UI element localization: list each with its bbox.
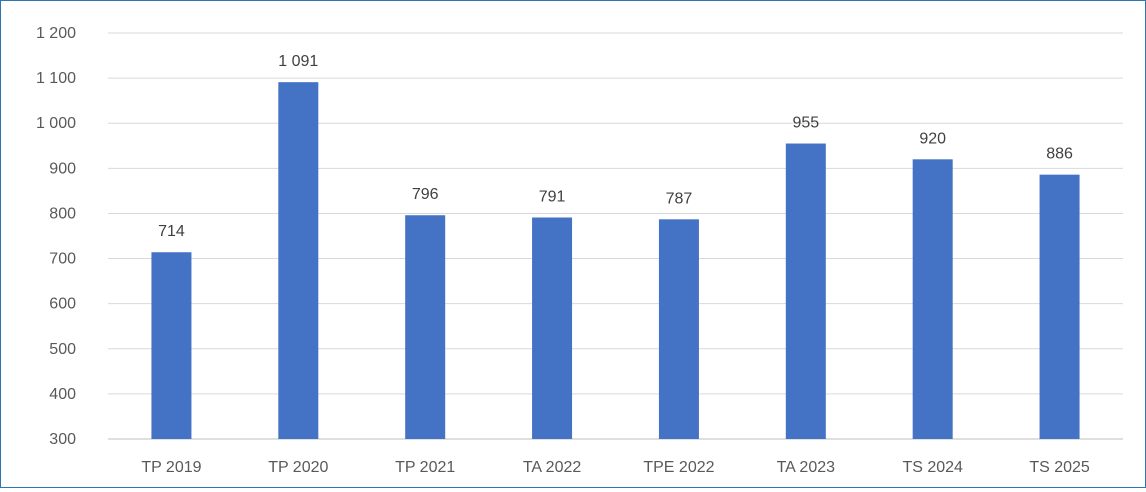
- y-tick-label: 600: [49, 296, 76, 313]
- bars: [151, 82, 1080, 440]
- bar: [151, 252, 192, 439]
- data-label: 955: [792, 115, 819, 132]
- y-tick-label: 1 100: [36, 70, 76, 87]
- y-tick-label: 800: [49, 205, 76, 222]
- y-tick-label: 400: [49, 386, 76, 403]
- y-axis-ticks: 300 400 500 600 700 800 900 1 000 1 100 1 200: [36, 25, 76, 448]
- y-tick-label: 300: [49, 431, 76, 448]
- y-tick-label: 1 200: [36, 25, 76, 42]
- y-tick-label: 1 000: [36, 115, 76, 132]
- bar: [278, 82, 319, 439]
- bar: [532, 217, 573, 439]
- y-tick-label: 500: [49, 341, 76, 358]
- bar: [912, 159, 953, 440]
- bar: [785, 143, 826, 439]
- x-axis-ticks: TP 2019 TP 2020 TP 2021 TA 2022 TPE 2022 TA 2…: [141, 459, 1090, 476]
- data-labels: 714 1 091 796 791 787 955 920 886: [158, 53, 1073, 240]
- data-label: 787: [666, 190, 693, 207]
- y-tick-label: 900: [49, 160, 76, 177]
- x-tick-label: TP 2020: [268, 459, 328, 476]
- x-tick-label: TPE 2022: [643, 459, 714, 476]
- x-tick-label: TS 2025: [1029, 459, 1090, 476]
- data-label: 796: [412, 186, 439, 203]
- data-label: 791: [539, 189, 566, 206]
- bar: [1039, 174, 1080, 439]
- data-label: 886: [1046, 146, 1073, 163]
- gridlines: [108, 32, 1123, 440]
- data-label: 714: [158, 223, 185, 240]
- x-tick-label: TP 2019: [141, 459, 201, 476]
- x-tick-label: TS 2024: [902, 459, 963, 476]
- x-tick-label: TA 2023: [777, 459, 836, 476]
- y-tick-label: 700: [49, 251, 76, 268]
- bar: [658, 219, 699, 439]
- data-label: 920: [919, 130, 946, 147]
- x-tick-label: TA 2022: [523, 459, 582, 476]
- data-label: 1 091: [278, 53, 318, 70]
- x-tick-label: TP 2021: [395, 459, 455, 476]
- bar: [405, 215, 446, 439]
